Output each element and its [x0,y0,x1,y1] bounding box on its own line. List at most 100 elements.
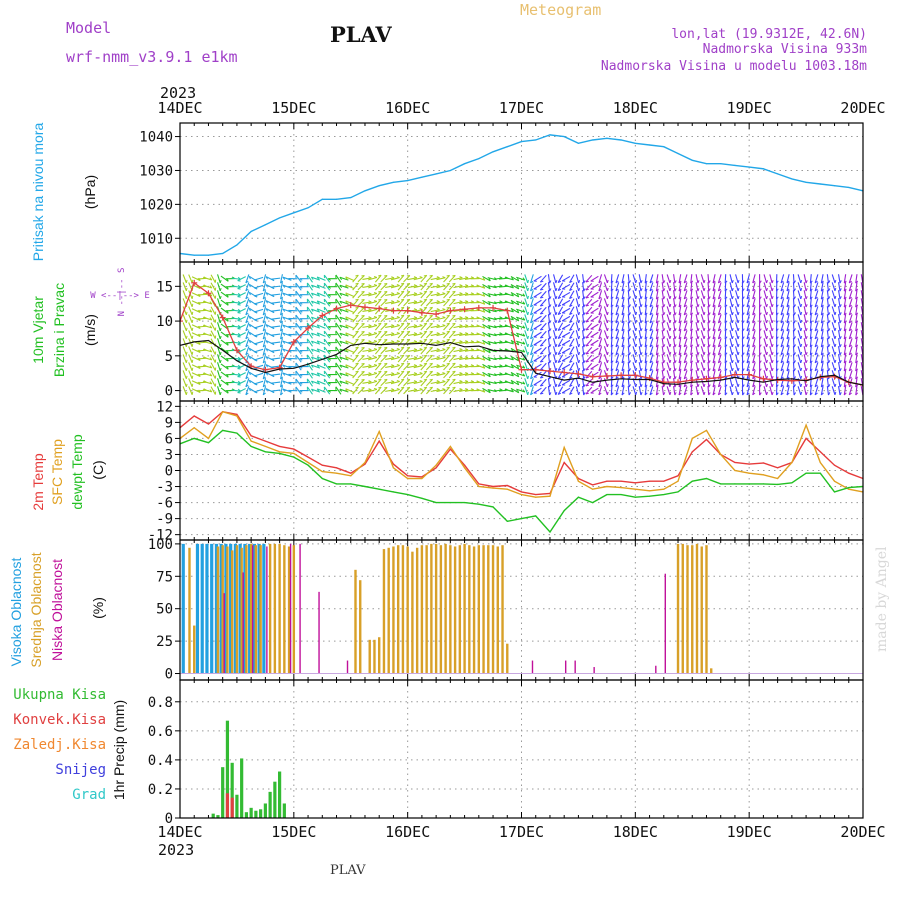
wind-arrow [374,370,382,379]
wind-arrow-head [446,290,450,293]
x-tick-label-bottom: 18DEC [613,823,658,841]
wind-arrow-head [482,373,486,377]
wind-arrow-head [248,379,251,384]
wind-arrow [644,290,647,300]
wind-arrow-head [345,300,348,304]
wind-arrow-head [800,335,803,340]
wind-arrow [690,386,693,396]
wind-arrow [482,323,491,330]
wind-arrow-head [569,296,573,300]
wind-arrow [582,338,585,348]
wind-arrow-head [282,316,286,320]
wind-arrow-head [522,389,526,393]
wind-arrow [848,314,853,324]
wind-arrow-head [805,384,808,388]
wind-arrow-head [828,384,831,388]
wind-arrow [661,274,665,284]
wind-arrow-head [396,347,400,350]
precip-bar [225,793,230,818]
pressure-point [833,185,836,187]
wind-arrow [306,370,313,379]
cloud-bar [346,660,349,674]
wind-arrow [203,364,212,369]
wind-arrow-head [271,334,275,338]
wind-arrow-head [810,384,813,388]
wind-arrow-head [621,296,625,300]
pressure-point [777,173,779,175]
wind-arrow [533,387,542,394]
cloud-bar [710,668,713,674]
wind-arrow-head [327,286,331,289]
wind-arrow-head [339,292,343,296]
wind-arrow [280,370,283,380]
wind-arrow [385,381,395,384]
wind-arrow [763,378,768,388]
wind-arrow-head [423,282,427,285]
wind-arrow [855,330,858,340]
wind-arrow-head [690,360,694,364]
wind-arrow [510,387,520,394]
wind-arrow-head [245,296,249,300]
wind-arrow-head [271,358,275,361]
wind-arrow-head [452,346,456,349]
wind-arrow-head [656,288,659,292]
wind-arrow-head [669,287,672,292]
wind-arrow-head [683,384,687,388]
wind-arrow-head [683,360,687,364]
wind-arrow-head [436,340,440,343]
wind-arrow-head [843,280,847,284]
wind-arrow-head [549,392,552,396]
wind-arrow [476,364,486,369]
wind-arrow-head [248,340,251,344]
wind-arrow-head [373,339,378,342]
wind-arrow-head [759,384,762,388]
wind-arrow-head [746,344,750,348]
wind-arrow [453,365,463,369]
wind-arrow-head [656,376,659,380]
pressure-point [222,252,224,255]
wind-arrow [561,299,571,306]
pressure-point [577,142,580,144]
wind-arrow [210,370,216,379]
wind-arrow [368,332,378,337]
wind-arrow [362,389,372,392]
cloud-bar [266,546,268,674]
wind-arrow-head [248,348,251,352]
wind-arrow-head [378,290,382,293]
wind-arrow [792,274,795,284]
wind-arrow-head [368,372,372,375]
wind-arrow [690,354,693,364]
wind-arrow-head [663,280,666,284]
wind-arrow [524,290,529,300]
temperature-point [734,483,736,485]
wind-arrow-head [766,319,768,324]
wind-arrow-head [373,323,378,326]
precip-ytick-label: 0.6 [148,724,173,740]
wind-arrow [357,339,365,347]
pressure-point [463,163,466,165]
wind-arrow [482,339,491,346]
wind-arrow-head [644,384,648,388]
wind-arrow-head [766,303,768,308]
wind-arrow-head [708,368,711,372]
wind-arrow-head [697,296,700,300]
wind-arrow [335,290,342,299]
wind-arrow [362,325,372,328]
wind-arrow [769,314,773,324]
wind-arrow [510,379,520,386]
wind-arrow [831,330,836,340]
wind-arrow [809,274,812,284]
wind-arrow [615,282,620,292]
wind-arrow [262,306,267,316]
temperature-point [535,515,537,517]
wind-arrow-head [185,327,188,331]
wind-arrow-head [396,371,400,374]
wind-arrow [335,386,342,395]
wind-arrow [690,290,693,300]
wind-arrow-head [406,346,410,349]
wind-arrow-head [855,336,859,340]
wind-arrow-head [606,327,609,332]
wind-arrow [837,354,841,364]
wind-arrow-head [683,376,687,380]
wind-arrow [390,293,400,297]
